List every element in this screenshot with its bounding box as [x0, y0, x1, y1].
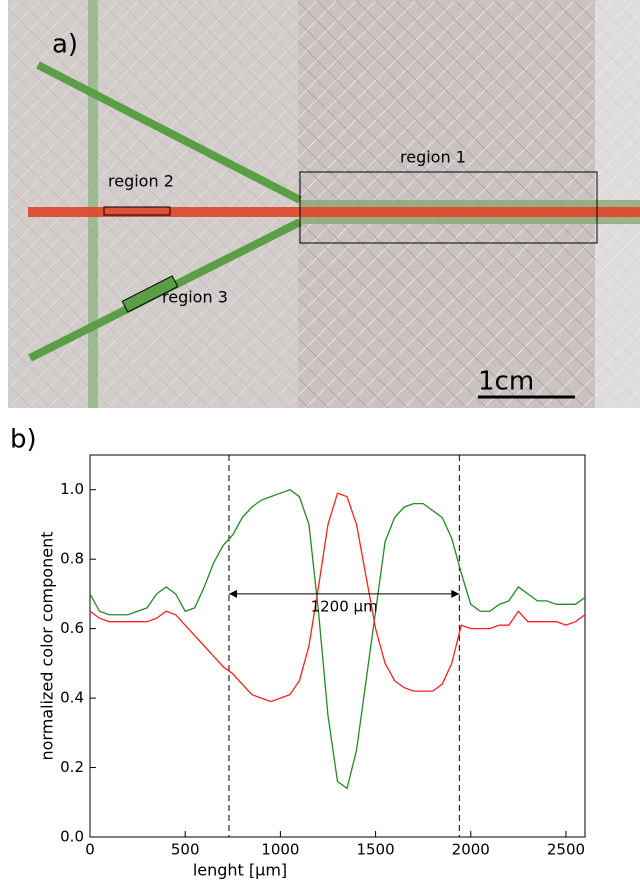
- scale-bar-label: 1cm: [478, 367, 534, 397]
- y-tick-label: 0.8: [60, 550, 84, 568]
- region-box: [121, 275, 179, 313]
- photo: a) region 1 region 2 region 3 1cm: [8, 0, 640, 408]
- panel-label: a): [52, 30, 78, 60]
- x-tick-label: 500: [171, 841, 200, 859]
- x-tick-label: 1500: [356, 841, 394, 859]
- green-channel: [36, 61, 302, 204]
- panel-label: b): [10, 425, 37, 455]
- x-tick-label: 0: [85, 841, 95, 859]
- plot-frame: [89, 454, 586, 838]
- y-tick-label: 1.0: [60, 480, 84, 498]
- y-tick-label: 0.2: [60, 758, 84, 776]
- series-line: [89, 492, 586, 703]
- x-tick-label: 1000: [261, 841, 299, 859]
- y-tick-label: 0.0: [60, 828, 84, 846]
- y-tick-label: 0.6: [60, 619, 84, 637]
- y-tick-label: 0.4: [60, 689, 84, 707]
- x-axis-label: lenght [μm]: [193, 861, 287, 880]
- region-label: region 2: [108, 172, 174, 191]
- red-channel: [28, 207, 640, 217]
- region-box: [299, 171, 598, 244]
- photo-shade: [8, 0, 298, 408]
- region-box: [103, 206, 171, 216]
- region-label: region 3: [162, 288, 228, 307]
- annotation-label: 1200 μm: [311, 597, 378, 615]
- x-tick-label: 2000: [452, 841, 490, 859]
- green-stripe: [88, 0, 98, 408]
- region-label: region 1: [400, 148, 466, 167]
- x-tick-label: 2500: [547, 841, 585, 859]
- series-line: [89, 488, 586, 790]
- y-axis-label: normalized color component: [38, 532, 57, 761]
